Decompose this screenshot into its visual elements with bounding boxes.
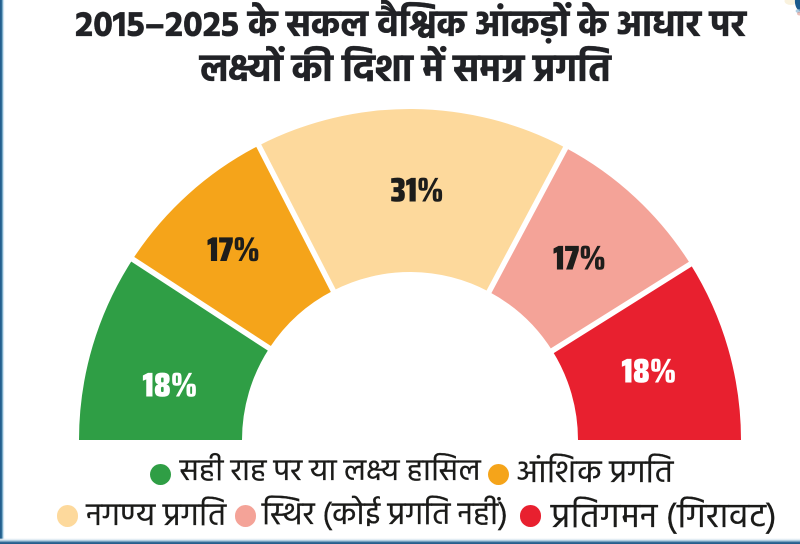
svg-text:17%: 17% bbox=[553, 232, 606, 286]
svg-text:18%: 18% bbox=[143, 359, 198, 413]
svg-text:18%: 18% bbox=[622, 345, 677, 399]
svg-text:17%: 17% bbox=[207, 223, 260, 277]
svg-text:31%: 31% bbox=[390, 164, 443, 218]
